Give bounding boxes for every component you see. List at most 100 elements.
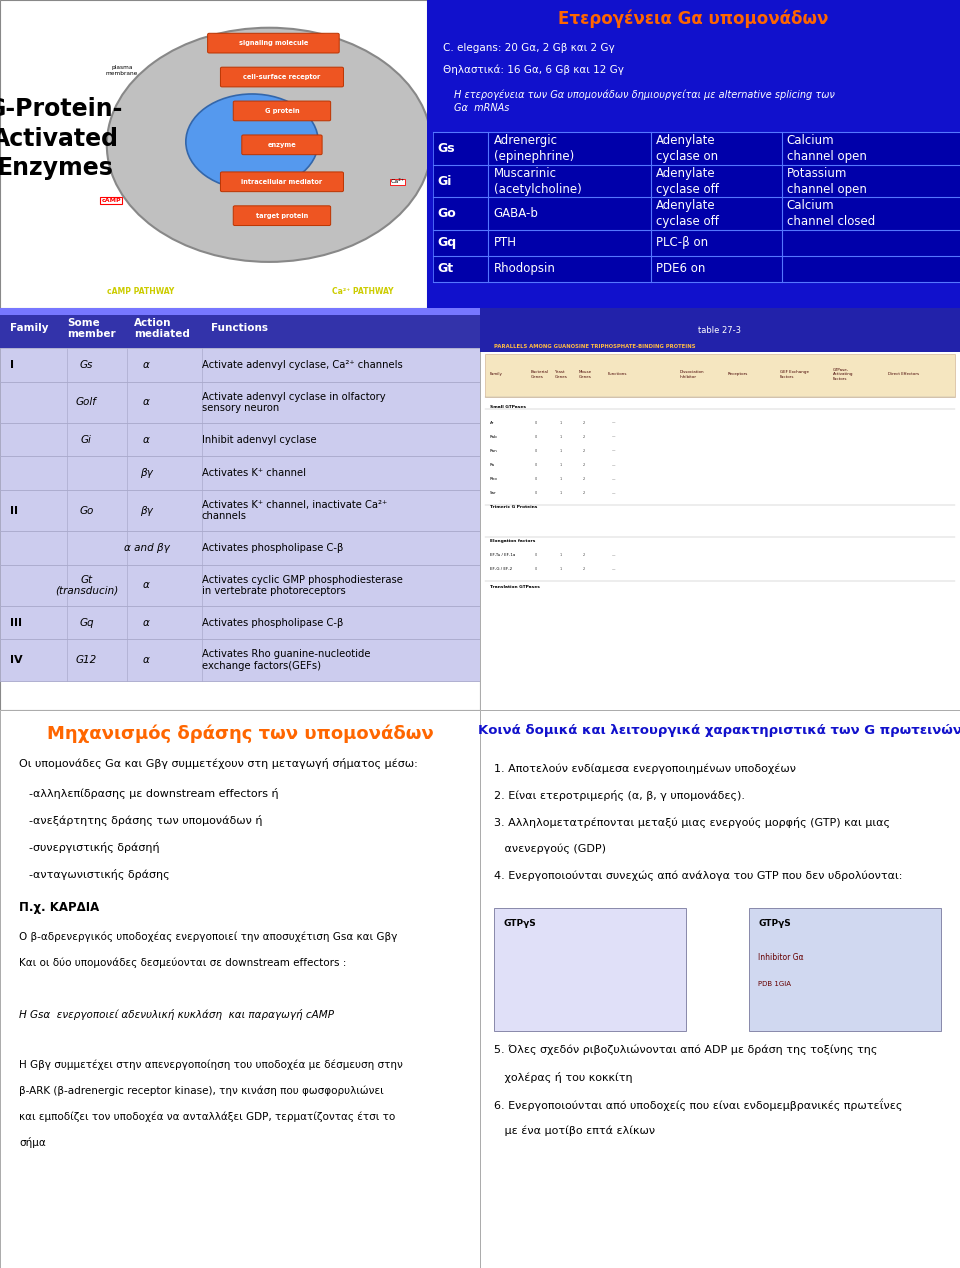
Bar bbox=[433, 132, 960, 165]
Text: PDB 1GIA: PDB 1GIA bbox=[758, 980, 791, 987]
Text: 2: 2 bbox=[584, 421, 586, 425]
Text: Ca²⁺: Ca²⁺ bbox=[391, 179, 404, 184]
Bar bbox=[0, 639, 480, 681]
Text: α: α bbox=[143, 618, 150, 628]
Text: β-ARK (β-adrenergic receptor kinase), την κινάση που φωσφορυλιώνει: β-ARK (β-adrenergic receptor kinase), τη… bbox=[19, 1085, 384, 1096]
Text: 2: 2 bbox=[584, 449, 586, 453]
Text: 1: 1 bbox=[559, 421, 562, 425]
Text: Rhodopsin: Rhodopsin bbox=[493, 262, 556, 275]
Text: —: — bbox=[612, 421, 615, 425]
Text: Sar: Sar bbox=[490, 491, 496, 495]
Text: PARALLELS AMONG GUANOSINE TRIPHOSPHATE-BINDING PROTEINS: PARALLELS AMONG GUANOSINE TRIPHOSPHATE-B… bbox=[494, 344, 696, 349]
Text: EF-G / EF-2: EF-G / EF-2 bbox=[490, 567, 512, 572]
Text: PLC-β on: PLC-β on bbox=[657, 236, 708, 249]
Text: Και οι δύο υπομονάδες δεσμεύονται σε downstream effectors :: Και οι δύο υπομονάδες δεσμεύονται σε dow… bbox=[19, 957, 347, 967]
Text: 1: 1 bbox=[559, 491, 562, 495]
Text: Activate adenvyl cyclase, Ca²⁺ channels: Activate adenvyl cyclase, Ca²⁺ channels bbox=[202, 360, 402, 370]
Bar bbox=[0, 308, 480, 314]
Text: G-Protein-
Activated
Enzymes: G-Protein- Activated Enzymes bbox=[0, 96, 124, 180]
Text: —: — bbox=[612, 567, 615, 572]
Text: Functions: Functions bbox=[608, 373, 627, 377]
Bar bbox=[0, 531, 480, 564]
Text: -ανταγωνιστικής δράσης: -ανταγωνιστικής δράσης bbox=[29, 869, 169, 880]
Text: και εμποδίζει τον υποδοχέα να ανταλλάξει GDP, τερματίζοντας έτσι το: και εμποδίζει τον υποδοχέα να ανταλλάξει… bbox=[19, 1111, 396, 1122]
Bar bbox=[0, 564, 480, 606]
Text: Some
member: Some member bbox=[67, 318, 116, 339]
Text: Dissociation
Inhibitor: Dissociation Inhibitor bbox=[680, 370, 704, 379]
Text: Translation GTPases: Translation GTPases bbox=[490, 586, 540, 590]
Text: ανενεργούς (GDP): ανενεργούς (GDP) bbox=[494, 843, 607, 853]
Text: Ετερογένεια Gα υπομονάδων: Ετερογένεια Gα υπομονάδων bbox=[559, 9, 828, 28]
Text: Η Gβγ συμμετέχει στην απενεργοποίηση του υποδοχέα με δέσμευση στην: Η Gβγ συμμετέχει στην απενεργοποίηση του… bbox=[19, 1060, 403, 1070]
Text: Adrenergic
(epinephrine): Adrenergic (epinephrine) bbox=[493, 134, 574, 164]
Text: —: — bbox=[612, 449, 615, 453]
Text: χολέρας ή του κοκκίτη: χολέρας ή του κοκκίτη bbox=[494, 1071, 633, 1083]
Text: G protein: G protein bbox=[265, 108, 300, 114]
Text: Trimeric G Proteins: Trimeric G Proteins bbox=[490, 505, 537, 508]
Text: βγ: βγ bbox=[140, 506, 153, 516]
Text: Golf: Golf bbox=[76, 397, 97, 407]
Text: Gt
(transducin): Gt (transducin) bbox=[55, 574, 118, 596]
Text: α: α bbox=[143, 656, 150, 664]
Text: 4. Ενεργοποιούνται συνεχώς από ανάλογα του GTP που δεν υδρολύονται:: 4. Ενεργοποιούνται συνεχώς από ανάλογα τ… bbox=[494, 870, 902, 881]
Text: target protein: target protein bbox=[255, 213, 308, 218]
Text: Ran: Ran bbox=[490, 449, 497, 453]
FancyBboxPatch shape bbox=[221, 67, 344, 87]
Text: Gs: Gs bbox=[80, 360, 93, 370]
Bar bbox=[0, 382, 480, 424]
Text: 1: 1 bbox=[559, 463, 562, 467]
Text: 0: 0 bbox=[536, 435, 538, 439]
Text: Θηλαστικά: 16 Gα, 6 Gβ και 12 Gγ: Θηλαστικά: 16 Gα, 6 Gβ και 12 Gγ bbox=[444, 65, 624, 75]
Text: C. elegans: 20 Gα, 2 Gβ και 2 Gγ: C. elegans: 20 Gα, 2 Gβ και 2 Gγ bbox=[444, 43, 615, 53]
Text: Gi: Gi bbox=[81, 435, 92, 445]
Text: Gt: Gt bbox=[438, 262, 454, 275]
Text: GABA-b: GABA-b bbox=[493, 207, 539, 219]
Bar bbox=[0, 606, 480, 639]
Text: 2: 2 bbox=[584, 477, 586, 481]
Bar bbox=[494, 908, 686, 1031]
Text: Potassium
channel open: Potassium channel open bbox=[787, 166, 867, 195]
Text: —: — bbox=[612, 553, 615, 558]
Text: 0: 0 bbox=[536, 491, 538, 495]
Text: Ra: Ra bbox=[490, 463, 494, 467]
Text: 1: 1 bbox=[559, 567, 562, 572]
Text: Activates phospholipase C-β: Activates phospholipase C-β bbox=[202, 618, 343, 628]
Text: Small GTPases: Small GTPases bbox=[490, 404, 526, 408]
Text: Calcium
channel closed: Calcium channel closed bbox=[787, 199, 876, 228]
Text: 0: 0 bbox=[536, 567, 538, 572]
Text: Adenylate
cyclase on: Adenylate cyclase on bbox=[657, 134, 718, 164]
Text: Ο β-αδρενεργικός υποδοχέας ενεργοποιεί την αποσυχέτιση Gsα και Gβγ: Ο β-αδρενεργικός υποδοχέας ενεργοποιεί τ… bbox=[19, 932, 397, 942]
Text: 2. Είναι ετεροτριμερής (α, β, γ υπομονάδες).: 2. Είναι ετεροτριμερής (α, β, γ υπομονάδ… bbox=[494, 790, 745, 801]
Bar bbox=[433, 256, 960, 281]
Text: Rho: Rho bbox=[490, 477, 497, 481]
Text: PTH: PTH bbox=[493, 236, 516, 249]
Text: Bacterial
Genes: Bacterial Genes bbox=[530, 370, 548, 379]
Text: Action
mediated: Action mediated bbox=[134, 318, 190, 339]
Text: Activates Rho guanine-nucleotide
exchange factors(GEFs): Activates Rho guanine-nucleotide exchang… bbox=[202, 649, 371, 671]
Text: plasma
membrane: plasma membrane bbox=[106, 66, 138, 76]
Text: Ar: Ar bbox=[490, 421, 494, 425]
Text: α and βγ: α and βγ bbox=[124, 543, 169, 553]
Text: 2: 2 bbox=[584, 435, 586, 439]
Text: enzyme: enzyme bbox=[268, 142, 297, 148]
Text: α: α bbox=[143, 360, 150, 370]
Text: -ανεξάρτητης δράσης των υπομονάδων ή: -ανεξάρτητης δράσης των υπομονάδων ή bbox=[29, 815, 262, 825]
Text: Calcium
channel open: Calcium channel open bbox=[787, 134, 867, 164]
Text: Family: Family bbox=[490, 373, 502, 377]
FancyBboxPatch shape bbox=[242, 134, 323, 155]
Text: 0: 0 bbox=[536, 421, 538, 425]
Text: Family: Family bbox=[10, 323, 48, 333]
Text: 0: 0 bbox=[536, 463, 538, 467]
Text: GEF Exchange
Factors: GEF Exchange Factors bbox=[780, 370, 809, 379]
Text: σήμα: σήμα bbox=[19, 1137, 46, 1148]
Text: 0: 0 bbox=[536, 449, 538, 453]
Text: I: I bbox=[10, 360, 13, 370]
Text: Η Gsα  ενεργοποιεί αδενυλική κυκλάση  και παραγωγή cAMP: Η Gsα ενεργοποιεί αδενυλική κυκλάση και … bbox=[19, 1008, 334, 1019]
Text: Gq: Gq bbox=[79, 618, 94, 628]
Text: Activates cyclic GMP phosphodiesterase
in vertebrate photoreceptors: Activates cyclic GMP phosphodiesterase i… bbox=[202, 574, 402, 596]
Text: signaling molecule: signaling molecule bbox=[239, 41, 308, 46]
Text: cell-surface receptor: cell-surface receptor bbox=[243, 74, 321, 80]
Text: 5. Όλες σχεδόν ριβοζυλιώνονται από ADP με δράση της τοξίνης της: 5. Όλες σχεδόν ριβοζυλιώνονται από ADP μ… bbox=[494, 1045, 877, 1055]
Text: Activates phospholipase C-β: Activates phospholipase C-β bbox=[202, 543, 343, 553]
Circle shape bbox=[107, 28, 431, 262]
